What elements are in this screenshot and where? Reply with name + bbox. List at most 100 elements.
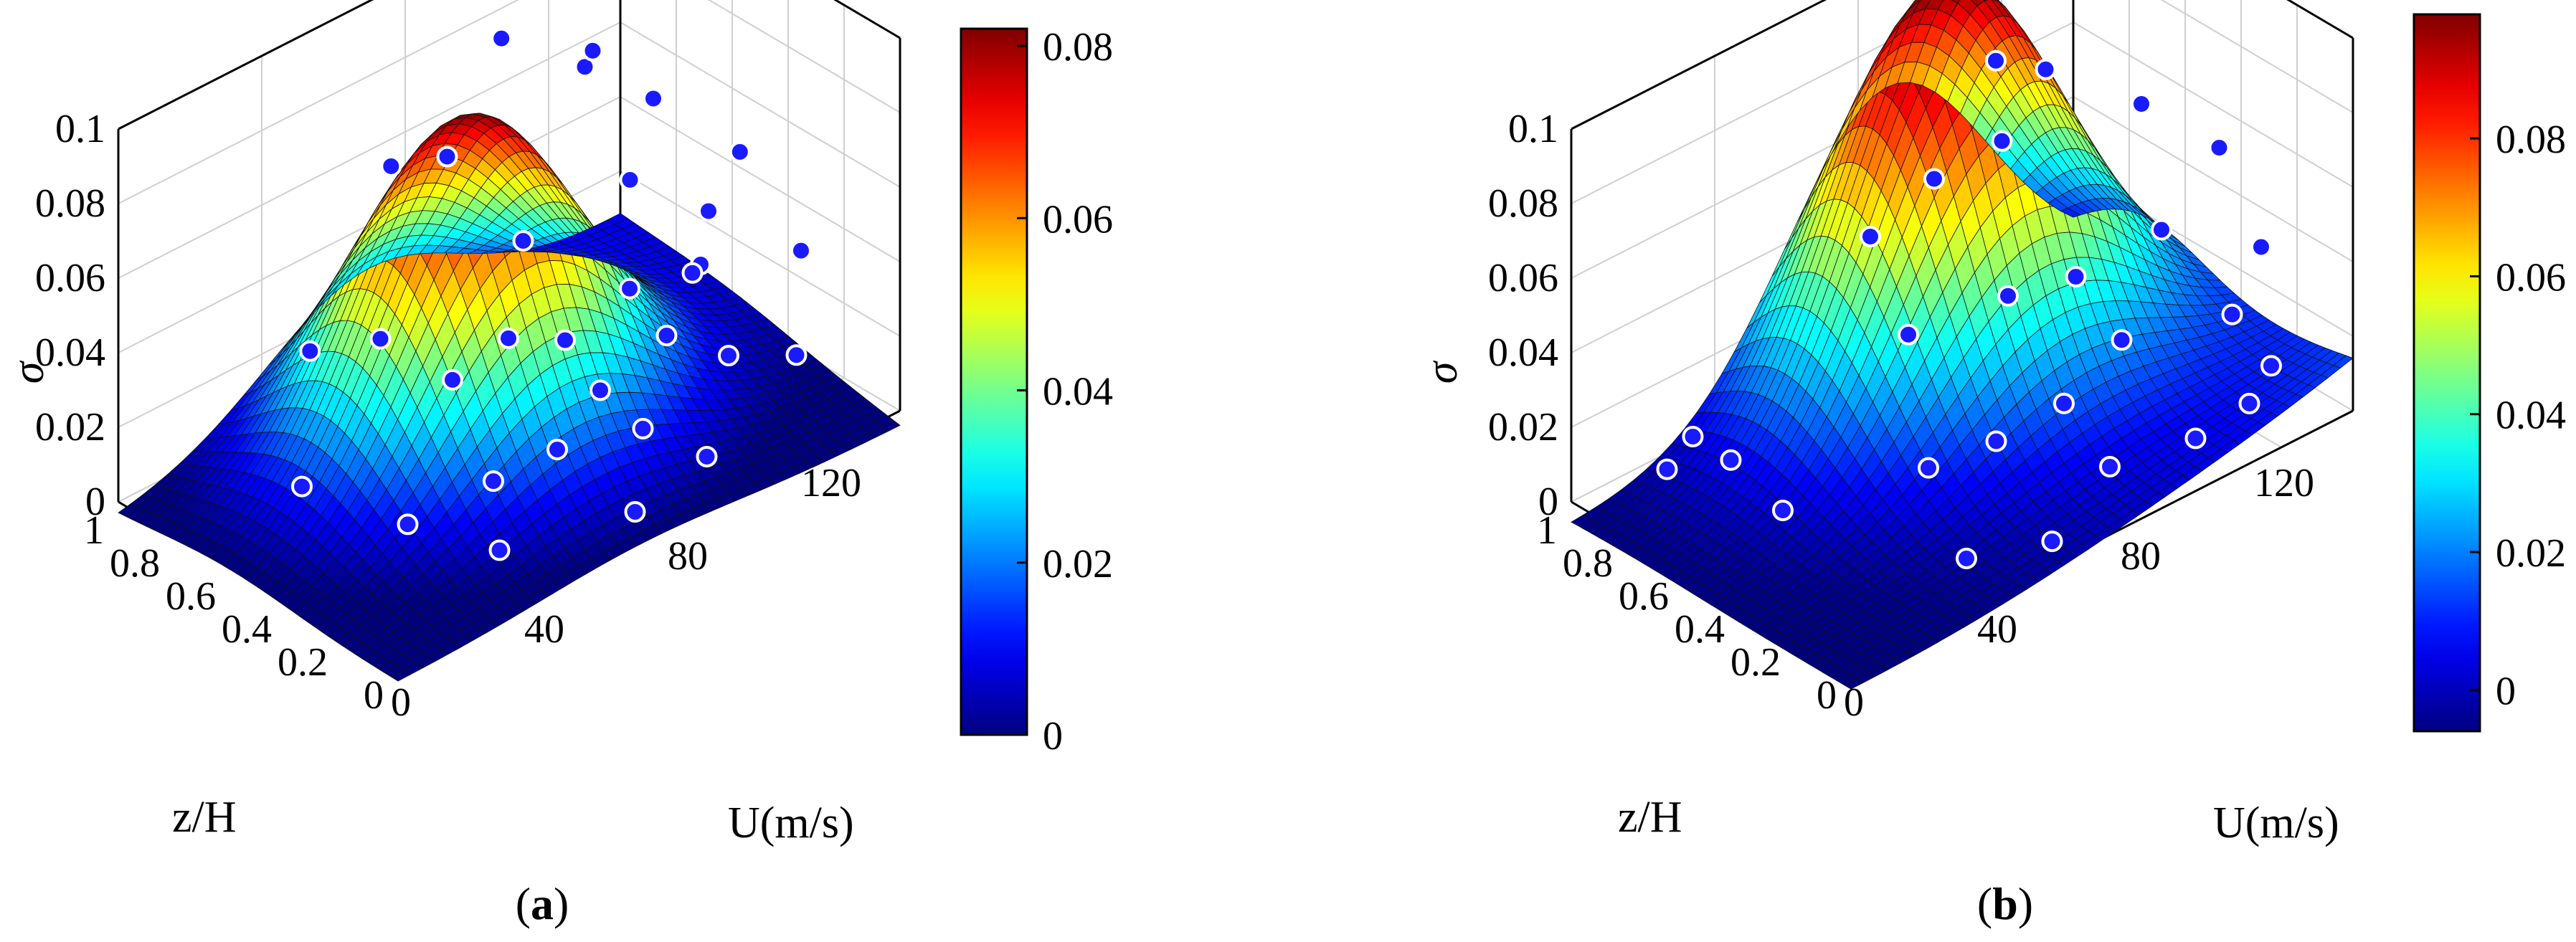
data-point: [2111, 329, 2133, 351]
data-point: [632, 417, 654, 439]
colorbar-tick-label: 0.08: [2496, 118, 2566, 162]
y-tick-label: 0.8: [1563, 541, 1613, 586]
data-point: [1656, 458, 1678, 480]
data-points: [291, 27, 812, 561]
surface-plot-a: 00.020.040.060.080.100.20.40.60.81040801…: [4, 0, 1113, 929]
x-tick-label: 80: [2121, 534, 2161, 579]
y-tick-label: 0.2: [278, 640, 328, 685]
data-point: [2250, 236, 2272, 258]
z-tick-label: 0.06: [35, 256, 105, 300]
data-point: [619, 168, 641, 191]
z-tick-label: 0.04: [35, 330, 105, 375]
data-point: [436, 146, 458, 168]
data-point: [1997, 285, 2019, 307]
x-axis-label: U(m/s): [2213, 799, 2339, 847]
data-point: [498, 327, 519, 349]
tick-labels: 00.020.040.060.080.100.20.40.60.81040801…: [35, 107, 861, 725]
y-tick-label: 0.2: [1730, 640, 1781, 685]
surface-plot-b: 00.020.040.060.080.100.20.40.60.81040801…: [1418, 0, 2566, 929]
data-point: [785, 344, 808, 366]
axis-edge: [2286, 0, 2354, 39]
y-tick-label: 1: [1537, 508, 1557, 553]
y-tick-label: 0.4: [1675, 607, 1725, 652]
axis-edge: [833, 0, 901, 39]
data-point: [2208, 137, 2230, 158]
colorbar-tick-label: 0.02: [2496, 531, 2566, 576]
axis-edge: [118, 0, 374, 130]
chart-panel-a: 0 0.02 0.04 0.06 0.08 0.1 0 0.2 0.4 0.6 0.8 1 0 40 80 1…: [4, 0, 1113, 929]
z-tick-label: 0: [85, 480, 105, 524]
colorbar-tick-label: 0.04: [2496, 394, 2566, 438]
colorbar-tick-label: 0: [1043, 714, 1063, 758]
data-point: [2184, 427, 2207, 449]
x-tick-label: 40: [1977, 607, 2017, 652]
surface-patch: [2060, 207, 2081, 218]
x-tick-label: 0: [391, 680, 411, 725]
data-point: [1985, 49, 2007, 72]
data-point: [299, 340, 321, 362]
colorbar-tick-label: 0: [2496, 669, 2516, 713]
colorbar: 0 0.02 0.04 0.06 0.08: [960, 25, 1113, 758]
data-point: [380, 155, 402, 177]
surface: [118, 113, 901, 682]
data-point: [483, 470, 504, 493]
colorbar-tick-label: 0.06: [1043, 197, 1113, 242]
data-point: [718, 345, 739, 366]
data-point: [397, 513, 419, 536]
grid-line: [1571, 0, 1973, 204]
data-point: [2065, 266, 2087, 287]
grid-line: [707, 0, 901, 113]
caption-label: b: [1992, 878, 2018, 929]
data-point: [624, 501, 646, 523]
data-point: [546, 439, 568, 460]
x-tick-label: 40: [524, 607, 564, 652]
chart-panel-b: 0 0.02 0.04 0.06 0.08 0.1 0 0.2 0.4 0.6 0.8 1 0 40 80 1…: [1288, 0, 2576, 942]
grid-line: [834, 0, 901, 39]
data-point: [488, 539, 511, 561]
data-point: [1860, 226, 1881, 247]
data-point: [790, 239, 812, 262]
data-point: [442, 368, 463, 391]
data-point: [1991, 130, 2013, 152]
x-tick-label: 120: [2254, 461, 2314, 505]
y-tick-label: 0: [1817, 673, 1837, 718]
data-point: [698, 200, 719, 222]
colorbar-gradient: [2412, 13, 2481, 733]
grid-line: [620, 171, 901, 337]
data-point: [291, 475, 313, 498]
z-tick-label: 0.06: [1488, 256, 1558, 300]
data-point: [1923, 168, 1945, 190]
x-axis-label: U(m/s): [728, 799, 854, 847]
y-tick-label: 1: [84, 508, 104, 553]
colorbar-tick-label: 0.02: [1043, 542, 1113, 586]
z-tick-label: 0.08: [35, 181, 105, 226]
data-point: [491, 27, 513, 49]
data-point: [1898, 323, 1919, 346]
z-tick-label: 0.1: [55, 107, 105, 151]
caption-a: (a): [516, 878, 569, 929]
grid-line: [118, 0, 374, 130]
data-point: [643, 87, 664, 110]
data-point: [2238, 392, 2260, 414]
data-point: [589, 379, 611, 401]
grid-line: [620, 22, 901, 188]
data-point: [2131, 93, 2152, 115]
grid-line: [2073, 22, 2354, 188]
data-point: [1772, 500, 1794, 521]
colorbar-tick-label: 0.04: [1043, 370, 1113, 414]
data-point: [729, 141, 751, 163]
z-axis-label: σ: [4, 360, 53, 384]
x-tick-label: 80: [668, 534, 708, 579]
caption-b: (b): [1977, 878, 2033, 929]
grid-line: [118, 22, 621, 279]
z-tick-label: 0.02: [35, 405, 105, 449]
data-point: [1985, 430, 2007, 452]
data-point: [2041, 531, 2063, 553]
grid-line: [2287, 0, 2354, 39]
data-points: [1656, 49, 2282, 569]
data-point: [554, 329, 576, 351]
surface-patch: [607, 213, 628, 225]
colorbar-gradient: [960, 27, 1028, 736]
data-point: [681, 262, 704, 284]
y-tick-label: 0: [364, 673, 384, 718]
